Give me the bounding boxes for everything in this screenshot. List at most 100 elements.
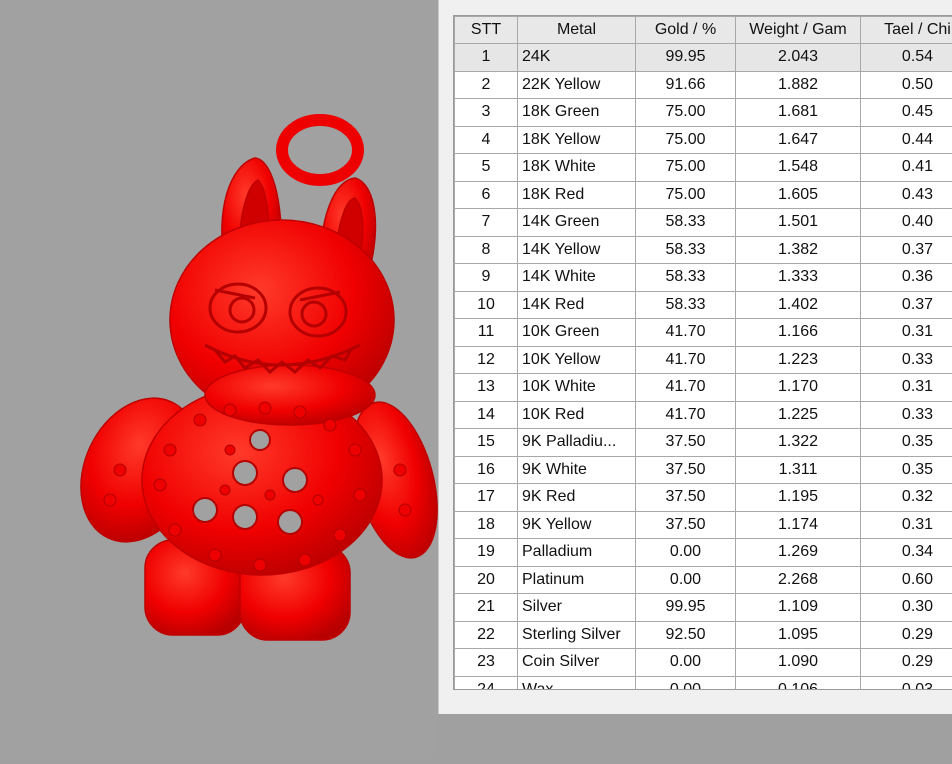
table-cell: 1.174 (736, 511, 861, 539)
table-cell: 18K Green (518, 99, 636, 127)
column-header[interactable]: STT (455, 17, 518, 44)
column-header[interactable]: Gold / % (636, 17, 736, 44)
table-cell: 14 (455, 401, 518, 429)
table-cell: 0.35 (861, 456, 952, 484)
table-cell: 1.501 (736, 209, 861, 237)
table-cell: 41.70 (636, 374, 736, 402)
3d-viewport[interactable] (0, 0, 438, 759)
table-cell: 1.605 (736, 181, 861, 209)
table-cell: 18K Yellow (518, 126, 636, 154)
table-cell: 10K Yellow (518, 346, 636, 374)
table-cell: 20 (455, 566, 518, 594)
table-cell: 4 (455, 126, 518, 154)
table-cell: Platinum (518, 566, 636, 594)
table-cell: 1.882 (736, 71, 861, 99)
table-cell: 0.43 (861, 181, 952, 209)
table-cell: 0.33 (861, 346, 952, 374)
table-cell: 24 (455, 676, 518, 690)
table-cell: 41.70 (636, 319, 736, 347)
table-cell: 1.269 (736, 539, 861, 567)
table-cell: 1.333 (736, 264, 861, 292)
table-cell: 22 (455, 621, 518, 649)
table-cell: Sterling Silver (518, 621, 636, 649)
table-cell: 1.548 (736, 154, 861, 182)
table-cell: 3 (455, 99, 518, 127)
table-cell: 13 (455, 374, 518, 402)
table-cell: 37.50 (636, 429, 736, 457)
table-cell: 0.37 (861, 291, 952, 319)
table-cell: 0.31 (861, 511, 952, 539)
table-cell: 1.322 (736, 429, 861, 457)
table-cell: 21 (455, 594, 518, 622)
table-cell: 5 (455, 154, 518, 182)
table-cell: 8 (455, 236, 518, 264)
table-cell: 75.00 (636, 99, 736, 127)
column-header[interactable]: Metal (518, 17, 636, 44)
table-cell: 0.31 (861, 319, 952, 347)
column-header[interactable]: Weight / Gam (736, 17, 861, 44)
table-cell: 58.33 (636, 264, 736, 292)
table-cell: 10K Red (518, 401, 636, 429)
table-cell: 6 (455, 181, 518, 209)
table-cell: 0.00 (636, 649, 736, 677)
table-cell: 0.00 (636, 676, 736, 690)
table-cell: 1.170 (736, 374, 861, 402)
table-cell: 0.34 (861, 539, 952, 567)
table-cell: 1.681 (736, 99, 861, 127)
column-header[interactable]: Tael / Chi (861, 17, 952, 44)
table-cell: 0.33 (861, 401, 952, 429)
table-cell: 17 (455, 484, 518, 512)
table-cell: 99.95 (636, 594, 736, 622)
table-cell: 22K Yellow (518, 71, 636, 99)
table-cell: 37.50 (636, 456, 736, 484)
table-cell: 1.195 (736, 484, 861, 512)
table-cell: 0.60 (861, 566, 952, 594)
table-cell: 0.37 (861, 236, 952, 264)
table-cell: 1.223 (736, 346, 861, 374)
table-cell: 14K Red (518, 291, 636, 319)
table-cell: 0.31 (861, 374, 952, 402)
table-cell: 41.70 (636, 346, 736, 374)
table-cell: 2.268 (736, 566, 861, 594)
table-cell: 1 (455, 44, 518, 72)
table-cell: 75.00 (636, 181, 736, 209)
table-cell: 1.647 (736, 126, 861, 154)
table-cell: 9K Red (518, 484, 636, 512)
table-cell: 0.40 (861, 209, 952, 237)
table-cell: 10K Green (518, 319, 636, 347)
table-cell: 58.33 (636, 209, 736, 237)
table-cell: 14K Yellow (518, 236, 636, 264)
table-cell: 23 (455, 649, 518, 677)
table-cell: 0.45 (861, 99, 952, 127)
table-cell: 58.33 (636, 291, 736, 319)
table-cell: 10K White (518, 374, 636, 402)
